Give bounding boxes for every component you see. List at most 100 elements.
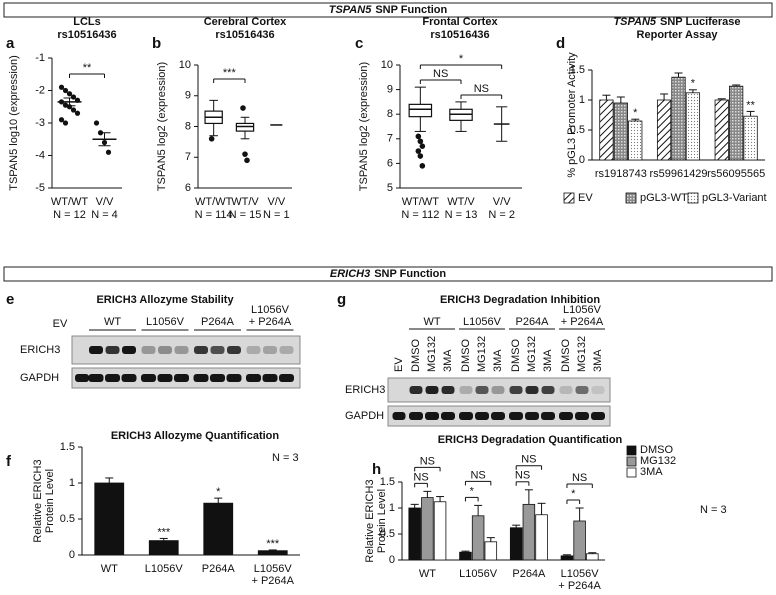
- annotation: N = 3: [272, 452, 299, 464]
- band: [89, 346, 103, 354]
- legend-label: 3MA: [640, 466, 663, 478]
- band: [491, 412, 505, 420]
- group-label: L1056V: [146, 316, 185, 328]
- x-tick-label: L1056V: [254, 563, 293, 575]
- significance-label: **: [746, 99, 755, 111]
- lane-label: EV: [393, 357, 405, 372]
- bar: [599, 99, 614, 161]
- data-point: [74, 110, 81, 116]
- panel-letter: g: [337, 291, 346, 308]
- y-tick-label: 10: [179, 59, 191, 71]
- band: [409, 412, 423, 420]
- band: [541, 386, 555, 394]
- chart-title: Cerebral Cortex: [204, 16, 287, 28]
- outlier: [244, 157, 250, 164]
- x-tick-label: L1056V: [561, 568, 600, 580]
- band: [75, 374, 89, 382]
- significance-label: NS: [470, 469, 485, 481]
- row-label: GAPDH: [345, 410, 384, 422]
- group-label: WT: [423, 316, 440, 328]
- lane-label: 3MA: [592, 349, 604, 372]
- x-tick-label: P264A: [202, 563, 236, 575]
- chart-title: ERICH3 Allozyme Quantification: [111, 430, 280, 442]
- bar: [257, 550, 288, 556]
- n-label: N = 114: [195, 209, 233, 221]
- blot-title: ERICH3 Degradation Inhibition: [440, 294, 600, 306]
- band: [121, 374, 137, 382]
- panel-letter: d: [556, 35, 565, 52]
- bar: [628, 120, 643, 161]
- band: [541, 412, 555, 420]
- bar: [484, 541, 498, 561]
- lane-label: EV: [53, 318, 68, 330]
- significance-label: *: [459, 53, 464, 65]
- band: [141, 346, 156, 354]
- y-tick-label: 0.5: [380, 528, 395, 540]
- x-tick-label: V/V: [96, 196, 114, 208]
- legend-label: EV: [578, 192, 593, 204]
- group-label: + P264A: [249, 316, 292, 328]
- x-tick-label: P264A: [512, 568, 546, 580]
- band: [210, 374, 225, 382]
- band: [559, 412, 573, 420]
- lane-label: MG132: [426, 336, 438, 372]
- x-tick-label: rs59961429: [649, 168, 707, 180]
- band: [105, 346, 120, 354]
- y-axis-label: % pGL3 Promoter Activity: [566, 52, 578, 178]
- outlier: [240, 105, 246, 111]
- band: [193, 374, 209, 382]
- row-label: ERICH3: [20, 344, 60, 356]
- band: [263, 346, 277, 354]
- n-label: N = 12: [53, 209, 86, 221]
- panel-letter: c: [355, 35, 363, 52]
- bar: [94, 482, 125, 556]
- section-header: ERICH3 SNP Function: [330, 268, 447, 280]
- x-tick-label: WT/V: [447, 196, 475, 208]
- bar: [509, 527, 523, 561]
- band: [509, 386, 523, 394]
- y-tick-label: 0: [69, 549, 75, 561]
- x-tick-label: + P264A: [558, 580, 601, 592]
- band: [591, 386, 605, 394]
- lane-label: DMSO: [510, 339, 522, 372]
- legend-label: pGL3-Variant: [702, 192, 767, 204]
- data-point: [70, 94, 77, 100]
- outlier: [208, 136, 215, 142]
- data-point: [62, 87, 69, 94]
- bar: [535, 514, 548, 561]
- band: [246, 346, 261, 354]
- band: [409, 386, 423, 394]
- y-axis-label: TSPAN5 log2 (expression): [156, 62, 168, 191]
- band: [441, 412, 455, 420]
- significance-label: NS: [521, 454, 536, 466]
- x-tick-label: WT/V: [231, 196, 259, 208]
- header-text: SNP Function: [374, 268, 446, 280]
- outlier: [415, 148, 422, 154]
- box: [235, 122, 255, 132]
- y-tick-label: 0: [579, 154, 585, 166]
- outlier: [242, 151, 248, 157]
- data-point: [105, 149, 112, 155]
- significance-label: NS: [474, 83, 489, 95]
- bar: [433, 501, 447, 561]
- band: [459, 386, 473, 394]
- band: [279, 346, 294, 354]
- blot-background: [387, 377, 611, 403]
- band: [441, 386, 455, 394]
- y-tick-label: 0.5: [570, 124, 585, 136]
- bar: [714, 99, 729, 161]
- bar: [729, 85, 744, 161]
- y-axis-label: Protein Level: [376, 489, 388, 553]
- significance-label: **: [83, 62, 92, 74]
- y-tick-label: 6: [185, 182, 191, 194]
- band: [174, 346, 189, 354]
- legend-label: MG132: [640, 455, 676, 467]
- bar: [573, 520, 586, 561]
- group-label: L1056V: [463, 316, 502, 328]
- significance-label: NS: [420, 455, 435, 467]
- legend-swatch: [626, 445, 637, 456]
- significance-label: NS: [572, 472, 587, 484]
- legend-swatch: [563, 192, 575, 204]
- significance-label: ***: [266, 538, 280, 550]
- header-box: [3, 2, 773, 18]
